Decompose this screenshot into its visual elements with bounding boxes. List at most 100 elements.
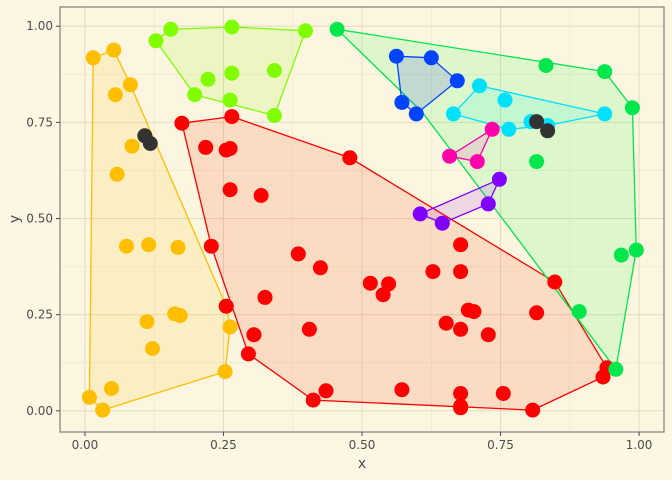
x-tick-label: 1.00 xyxy=(626,438,653,452)
data-point xyxy=(613,247,629,263)
data-point xyxy=(290,246,306,262)
data-point xyxy=(142,136,158,151)
data-point xyxy=(495,386,511,401)
data-point xyxy=(253,188,269,203)
x-tick-label: 0.50 xyxy=(349,438,376,452)
data-point xyxy=(305,392,321,408)
data-point xyxy=(438,315,454,331)
data-point xyxy=(453,264,469,280)
data-point xyxy=(200,71,216,87)
data-point xyxy=(597,64,613,80)
data-point xyxy=(240,346,256,362)
data-point xyxy=(174,115,190,131)
data-point xyxy=(224,65,240,81)
y-tick-label: 0.25 xyxy=(26,308,53,322)
data-point xyxy=(107,87,123,103)
grid-lines xyxy=(60,7,664,432)
data-point xyxy=(222,182,238,198)
data-point xyxy=(423,50,439,66)
data-point xyxy=(538,58,554,73)
data-point xyxy=(540,123,556,139)
data-point xyxy=(148,33,164,49)
data-point xyxy=(124,138,140,154)
data-point xyxy=(480,196,496,212)
data-point xyxy=(466,304,482,320)
data-point xyxy=(172,308,188,323)
data-point xyxy=(484,121,500,137)
data-point xyxy=(624,100,640,116)
y-tick-label: 0.75 xyxy=(26,115,53,129)
data-point xyxy=(266,63,282,78)
data-point xyxy=(472,78,487,94)
data-point xyxy=(266,108,282,123)
data-point xyxy=(222,92,238,108)
x-tick-label: 0.25 xyxy=(210,438,237,452)
data-point xyxy=(318,383,334,399)
data-point xyxy=(453,386,469,401)
data-point xyxy=(217,364,233,380)
data-points xyxy=(81,19,644,418)
x-tick-label: 0.00 xyxy=(72,438,99,452)
data-point xyxy=(453,237,469,253)
y-tick-label: 0.00 xyxy=(26,404,53,418)
data-point xyxy=(301,321,317,337)
data-point xyxy=(394,94,410,110)
data-point xyxy=(375,287,391,303)
data-point xyxy=(139,314,155,330)
data-point xyxy=(222,319,238,335)
data-point xyxy=(95,402,111,418)
y-axis-title: y xyxy=(7,215,23,223)
data-point xyxy=(119,238,134,254)
data-point xyxy=(449,73,465,89)
data-point xyxy=(198,139,214,155)
data-point xyxy=(81,389,97,405)
data-point xyxy=(170,239,186,255)
y-axis-ticks: 0.00 0.25 0.50 0.75 1.00 xyxy=(26,19,60,418)
y-tick-label: 1.00 xyxy=(26,19,53,33)
data-point xyxy=(224,19,240,35)
data-point xyxy=(122,77,138,93)
data-point xyxy=(442,148,458,164)
data-point xyxy=(145,341,160,356)
data-point xyxy=(388,48,404,64)
data-point xyxy=(497,92,513,108)
data-point xyxy=(257,289,273,305)
data-point xyxy=(408,106,424,122)
data-point xyxy=(571,304,587,320)
data-point xyxy=(434,215,450,231)
data-point xyxy=(141,237,157,253)
data-point xyxy=(187,87,203,103)
data-point xyxy=(224,109,240,125)
cluster-hull xyxy=(448,128,493,163)
x-axis-ticks: 0.00 0.25 0.50 0.75 1.00 xyxy=(72,432,653,452)
data-point xyxy=(246,327,262,343)
data-point xyxy=(104,381,119,396)
data-point xyxy=(85,50,101,66)
data-point xyxy=(445,106,461,122)
data-point xyxy=(529,154,545,170)
data-point xyxy=(109,166,125,182)
data-point xyxy=(312,260,328,276)
data-point xyxy=(491,171,507,187)
data-point xyxy=(203,238,219,254)
data-point xyxy=(362,275,378,291)
data-point xyxy=(480,327,496,343)
y-tick-label: 0.50 xyxy=(26,212,53,226)
x-tick-label: 0.75 xyxy=(487,438,514,452)
data-point xyxy=(163,21,179,37)
data-point xyxy=(597,106,613,122)
data-point xyxy=(529,305,545,321)
data-point xyxy=(342,150,358,166)
data-point xyxy=(529,114,545,130)
data-point xyxy=(106,42,122,58)
data-point xyxy=(453,321,469,337)
data-point xyxy=(453,400,469,416)
data-point xyxy=(298,23,313,39)
data-point xyxy=(628,242,644,258)
data-point xyxy=(501,121,517,137)
data-point xyxy=(412,206,428,222)
data-point xyxy=(469,154,485,170)
x-axis-title: x xyxy=(358,456,366,472)
data-point xyxy=(218,298,234,314)
